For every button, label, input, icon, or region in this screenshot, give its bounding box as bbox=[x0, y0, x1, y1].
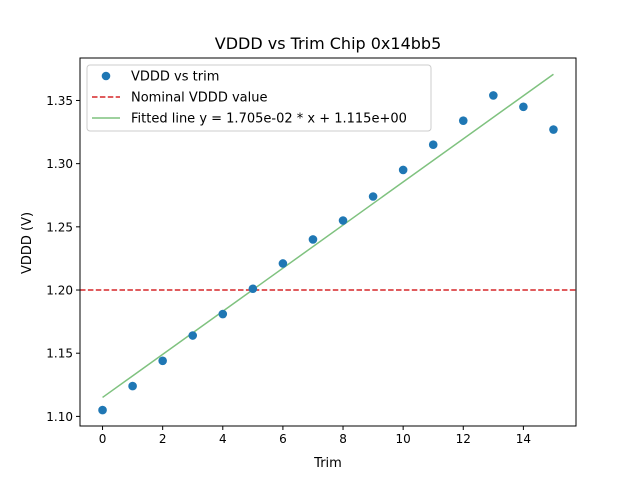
data-point bbox=[519, 102, 528, 112]
y-tick-label: 1.25 bbox=[46, 220, 73, 234]
data-point bbox=[489, 91, 498, 100]
y-tick-label: 1.10 bbox=[46, 410, 73, 424]
data-point bbox=[338, 216, 348, 225]
data-point bbox=[308, 235, 318, 244]
data-point bbox=[98, 405, 107, 415]
data-point bbox=[218, 309, 228, 319]
y-tick-label: 1.30 bbox=[46, 157, 73, 171]
data-point bbox=[128, 381, 137, 391]
x-tick-label: 0 bbox=[99, 432, 107, 446]
x-tick-label: 10 bbox=[396, 432, 411, 446]
legend-label: VDDD vs trim bbox=[131, 70, 219, 85]
legend-label: Nominal VDDD value bbox=[131, 91, 267, 106]
x-tick-label: 6 bbox=[279, 432, 287, 446]
axes: 0 2 4 6 8 10 12 14 1.10 1.15 1.20 1.25 1.30 1.35 bbox=[46, 57, 577, 446]
plot-area bbox=[80, 73, 576, 415]
x-axis-label: Trim bbox=[313, 456, 342, 471]
axes-frame bbox=[79, 57, 577, 427]
y-tick-label: 1.15 bbox=[46, 347, 73, 361]
x-tick-label: 8 bbox=[339, 432, 347, 446]
y-tick-label: 1.20 bbox=[46, 284, 73, 298]
legend: VDDD vs trim Nominal VDDD value Fitted lin… bbox=[86, 64, 432, 132]
legend-box bbox=[86, 64, 432, 132]
x-tick-label: 4 bbox=[219, 432, 227, 446]
data-point bbox=[549, 125, 558, 134]
x-tick-label: 12 bbox=[456, 432, 471, 446]
data-point bbox=[188, 331, 198, 340]
legend-marker-scatter bbox=[101, 71, 111, 81]
data-point bbox=[248, 284, 258, 294]
y-axis-label: VDDD (V) bbox=[20, 212, 35, 274]
data-point bbox=[278, 259, 288, 268]
data-point bbox=[158, 356, 167, 366]
fitted-line bbox=[102, 73, 554, 399]
data-point bbox=[368, 192, 378, 201]
data-point bbox=[428, 140, 438, 149]
y-tick-label: 1.35 bbox=[46, 94, 73, 108]
data-point bbox=[458, 116, 468, 125]
data-point bbox=[398, 165, 408, 175]
x-tick-label: 14 bbox=[516, 432, 531, 446]
chart-title: VDDD vs Trim Chip 0x14bb5 bbox=[215, 34, 442, 53]
legend-label: Fitted line y = 1.705e-02 * x + 1.115e+0… bbox=[131, 112, 407, 127]
x-tick-label: 2 bbox=[159, 432, 167, 446]
